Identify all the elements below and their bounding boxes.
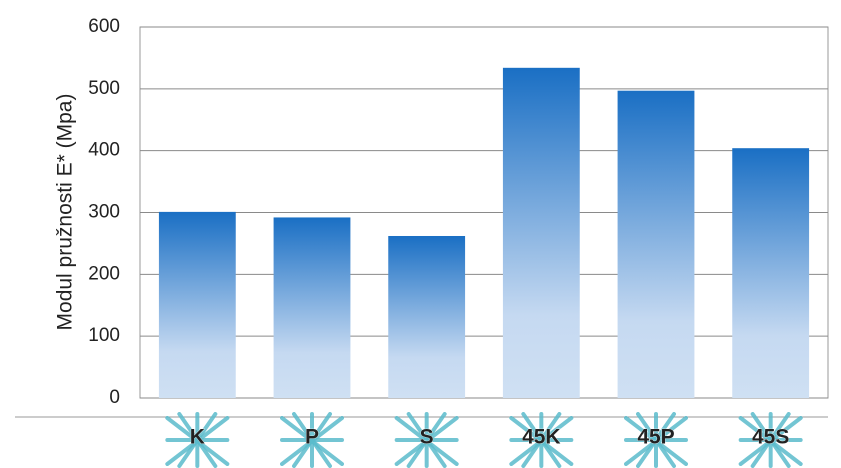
x-tick-label: S <box>420 426 434 449</box>
y-tick-label: 300 <box>88 202 120 223</box>
x-tick-label: P <box>305 426 319 449</box>
bar <box>388 235 466 398</box>
category-icon <box>280 412 344 468</box>
category-icon <box>165 412 230 468</box>
category-icon <box>738 412 803 468</box>
category-icon <box>509 412 574 468</box>
y-axis-title: Modul pružnosti E* (Mpa) <box>54 94 77 331</box>
y-tick-label: 500 <box>88 78 120 99</box>
bar <box>158 211 236 398</box>
x-tick-label: 45P <box>637 426 674 449</box>
bar <box>502 67 580 398</box>
x-tick-label: K <box>190 426 205 449</box>
y-tick-label: 400 <box>88 140 120 161</box>
bar <box>732 148 810 398</box>
category-icon <box>394 412 459 468</box>
y-tick-label: 600 <box>88 16 120 37</box>
y-tick-label: 0 <box>109 387 120 408</box>
y-tick-label: 200 <box>88 263 120 284</box>
bar <box>273 217 351 398</box>
x-tick-label: 45S <box>752 426 789 449</box>
bar <box>617 90 695 399</box>
category-icon <box>624 412 688 468</box>
y-tick-label: 100 <box>88 325 120 346</box>
x-tick-label: 45K <box>522 426 561 449</box>
